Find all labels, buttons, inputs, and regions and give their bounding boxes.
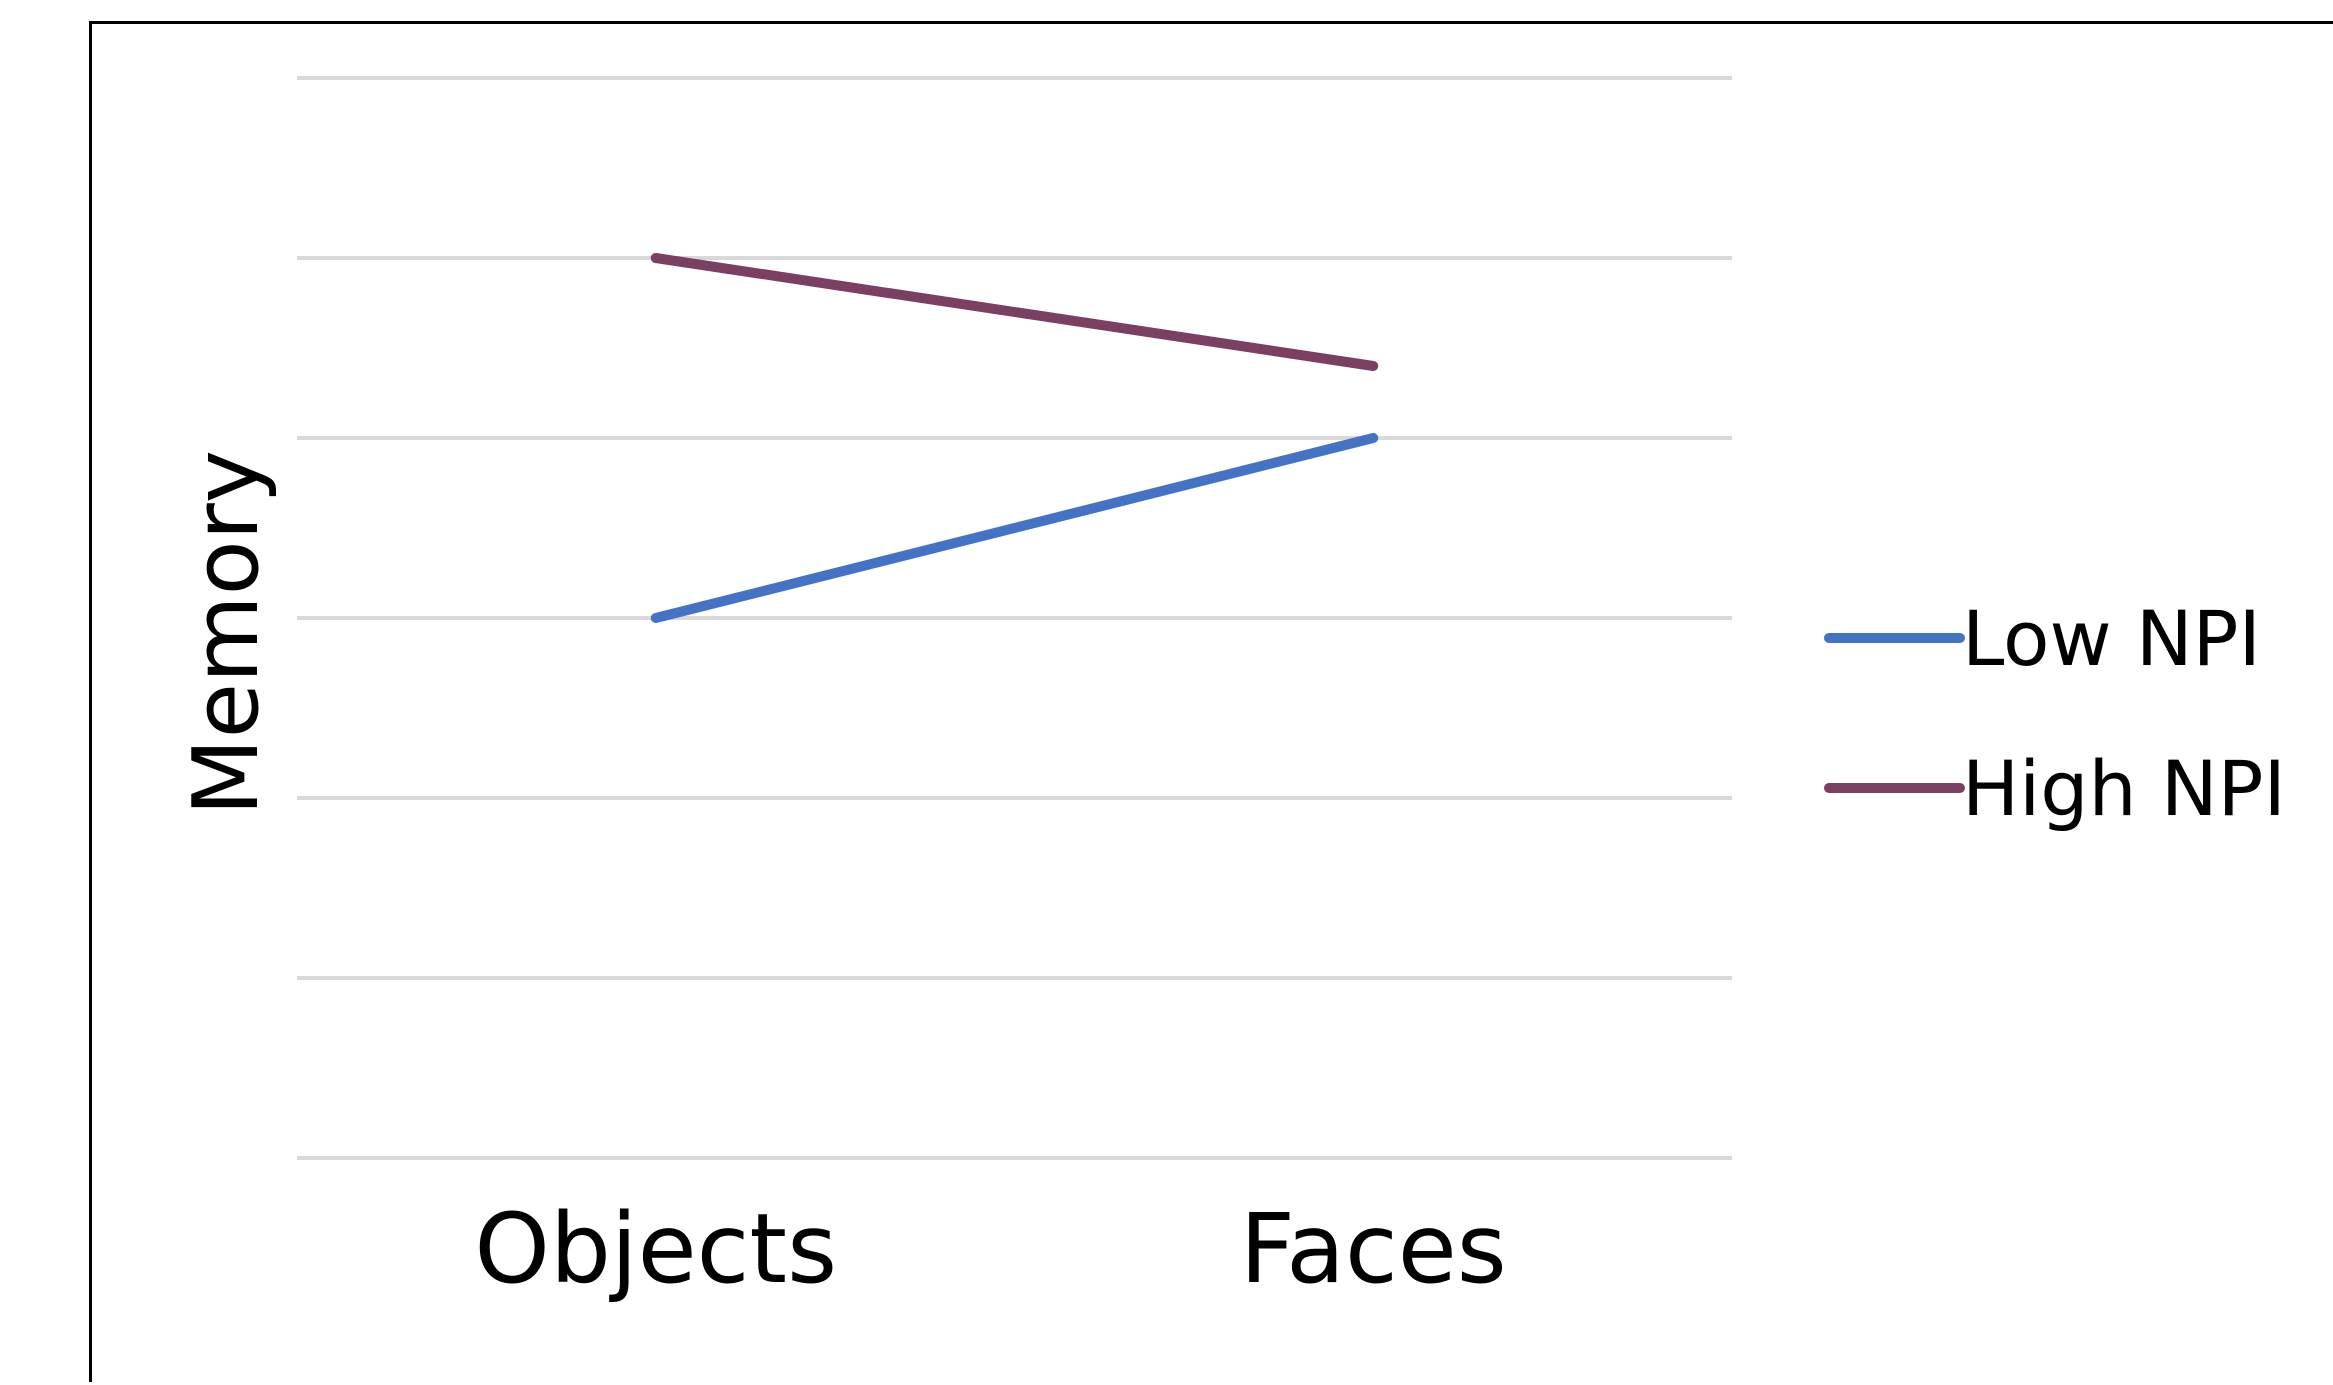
x-tick-label: Objects	[474, 1193, 837, 1305]
legend-label: High NPI	[1962, 744, 2286, 833]
series-lines	[650, 253, 1379, 623]
line-chart: Memory Objects Faces Low NPI High NPI	[174, 76, 2286, 1305]
series-line	[650, 253, 1379, 371]
chart-frame: Memory Objects Faces Low NPI High NPI	[89, 21, 2333, 1382]
x-tick-label: Faces	[1240, 1193, 1507, 1305]
legend: Low NPI High NPI	[1824, 594, 2286, 833]
series-line	[650, 433, 1379, 623]
x-axis-ticks: Objects Faces	[474, 1193, 1506, 1305]
legend-label: Low NPI	[1962, 594, 2261, 683]
y-axis-label: Memory	[174, 450, 279, 816]
gridlines	[297, 76, 1732, 1160]
